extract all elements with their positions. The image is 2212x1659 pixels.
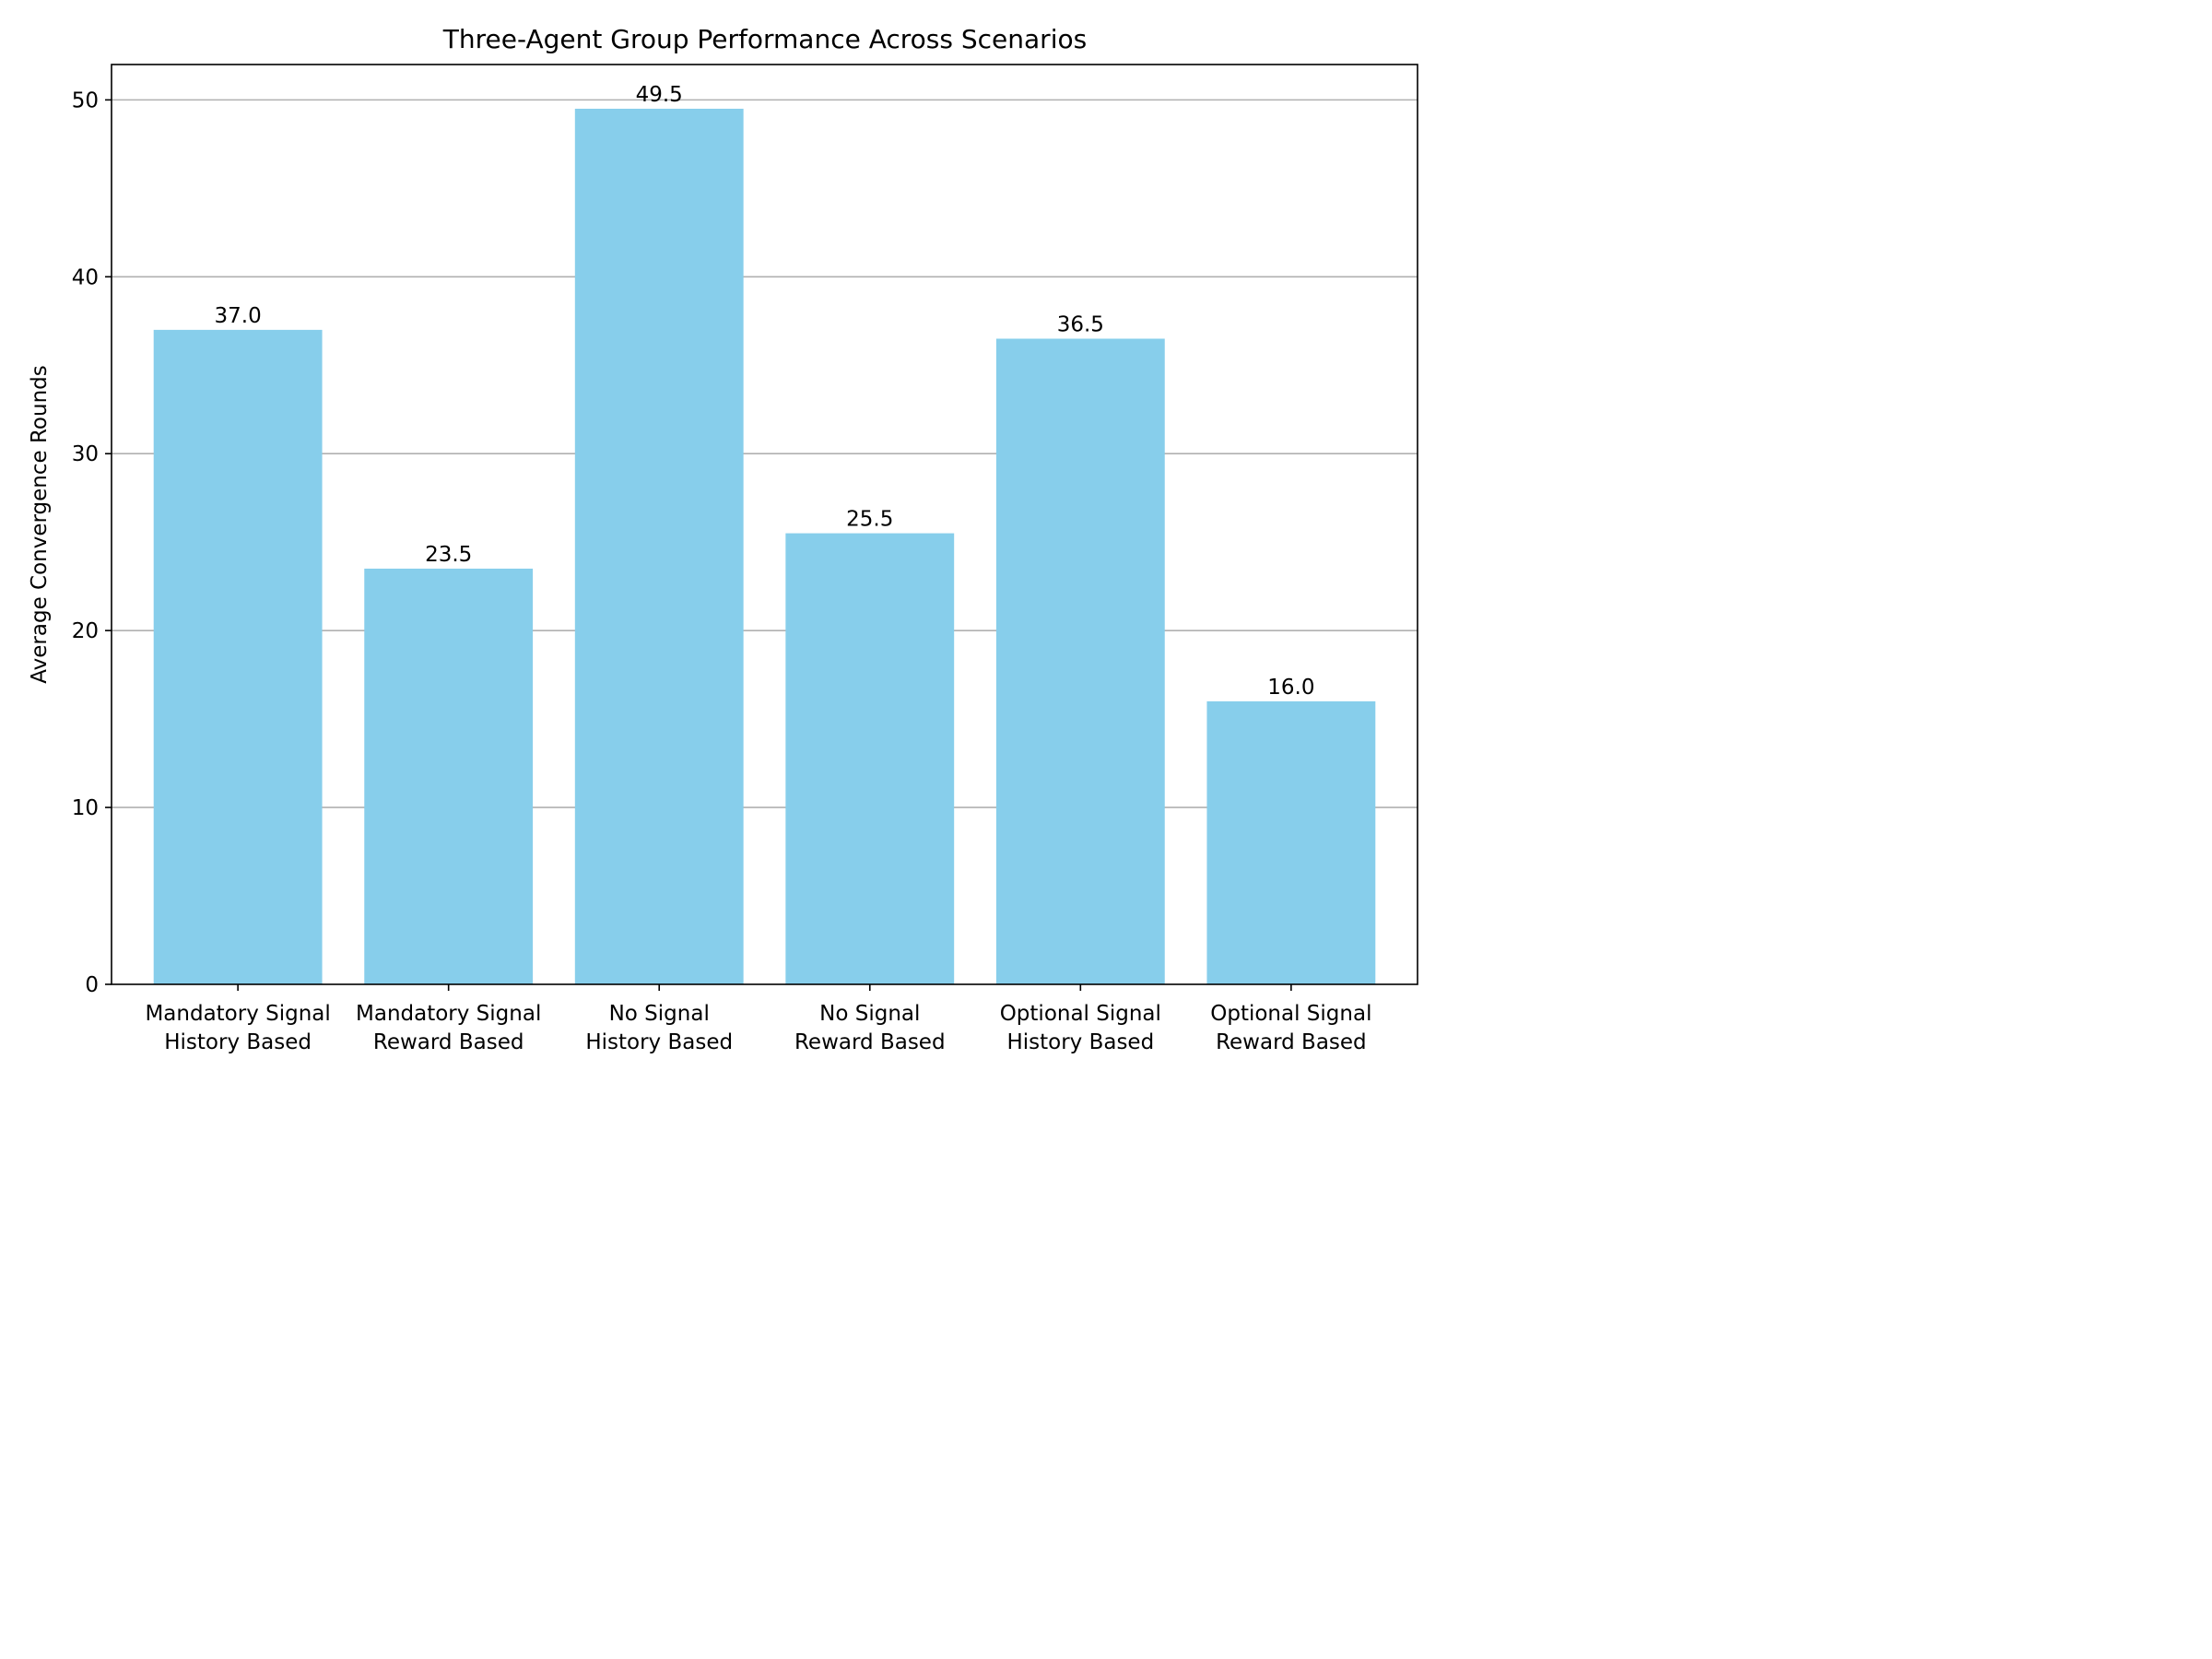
bar-chart: Three-Agent Group Performance Across Sce…	[0, 0, 1438, 1078]
y-tick-label: 50	[72, 88, 99, 112]
bar-value-label: 49.5	[636, 83, 683, 107]
plot-frame	[111, 64, 1418, 985]
y-tick-label: 20	[72, 619, 99, 643]
bar	[1206, 700, 1376, 984]
bar	[785, 533, 955, 984]
x-tick-label: No Signal	[609, 1002, 710, 1026]
x-tick-label: Optional Signal	[1000, 1002, 1161, 1026]
bar	[574, 108, 744, 984]
x-tick-label: Optional Signal	[1210, 1002, 1371, 1026]
x-tick-label: No Signal	[819, 1002, 920, 1026]
chart-title: Three-Agent Group Performance Across Sce…	[442, 24, 1087, 54]
y-tick-label: 40	[72, 265, 99, 289]
x-tick-label: Reward Based	[1216, 1030, 1367, 1054]
bar	[153, 329, 323, 984]
y-tick-label: 10	[72, 796, 99, 820]
x-tick-label: Mandatory Signal	[145, 1002, 330, 1026]
x-tick-label: History Based	[1006, 1030, 1154, 1054]
bar-value-label: 36.5	[1057, 312, 1104, 336]
data-labels: 37.0 23.5 49.5 25.5 36.5 16.0	[215, 83, 1315, 700]
y-tick-label: 30	[72, 442, 99, 466]
x-tick-label: History Based	[585, 1030, 733, 1054]
bar-value-label: 25.5	[846, 508, 893, 532]
x-tick-label: Reward Based	[794, 1030, 946, 1054]
y-axis-ticks: 0 10 20 30 40 50	[72, 88, 112, 997]
bar	[995, 338, 1165, 984]
x-tick-label: Reward Based	[373, 1030, 524, 1054]
grid-lines	[112, 99, 1418, 808]
x-tick-label: History Based	[164, 1030, 312, 1054]
bar-value-label: 37.0	[215, 304, 262, 328]
bar	[364, 568, 534, 984]
bars	[153, 108, 1376, 984]
x-axis-ticks: Mandatory Signal History Based Mandatory S…	[145, 984, 1371, 1054]
x-tick-label: Mandatory Signal	[356, 1002, 541, 1026]
y-axis-label: Average Convergence Rounds	[28, 365, 52, 683]
bar-value-label: 23.5	[425, 543, 472, 567]
bar-value-label: 16.0	[1267, 676, 1314, 700]
y-tick-label: 0	[85, 973, 99, 997]
